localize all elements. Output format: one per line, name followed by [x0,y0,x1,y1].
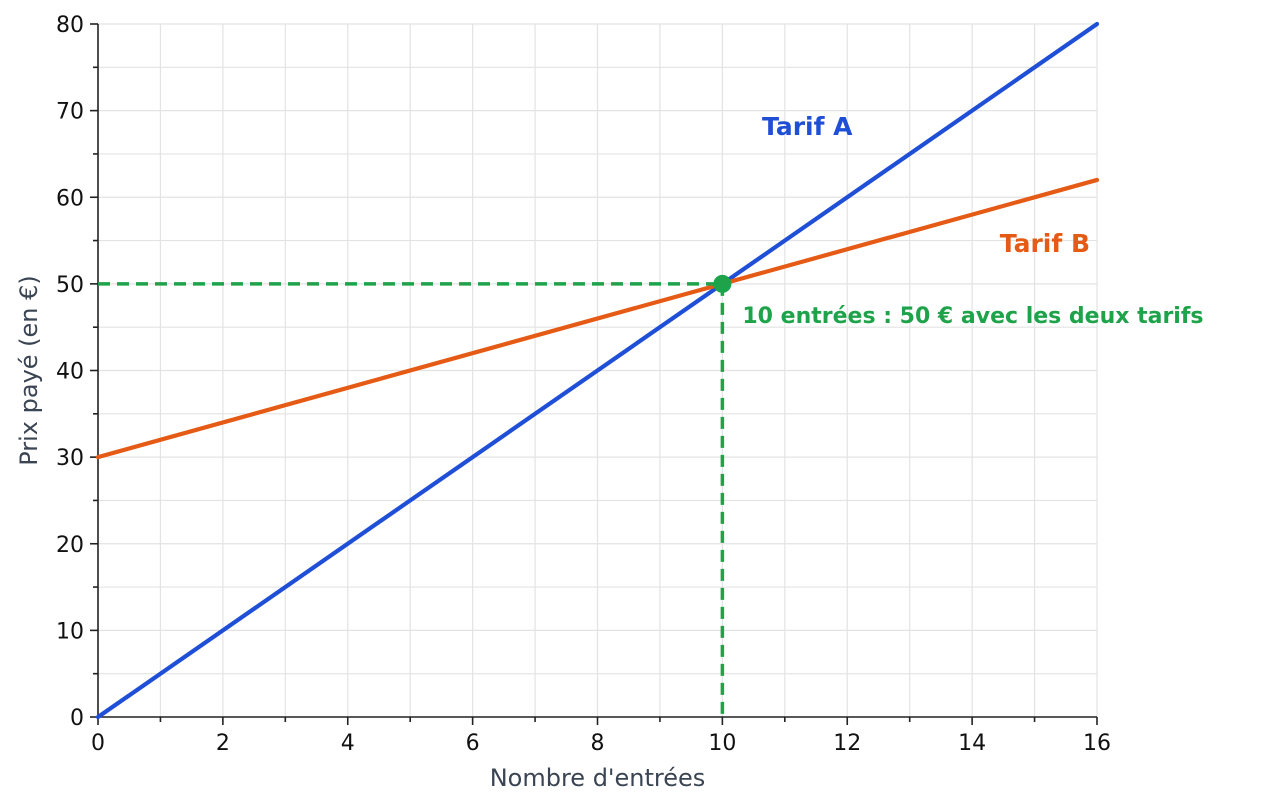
y-tick-label: 10 [56,619,84,644]
x-tick-label: 16 [1083,731,1111,756]
annotation-layer: 10 entrées : 50 € avec les deux tarifs [98,274,1204,717]
series-layer: Tarif A Tarif B [95,21,1100,720]
y-tick-label: 60 [56,186,84,211]
x-tick-label: 4 [341,731,355,756]
series-line-tarif-a [95,21,1100,720]
y-axis-title: Prix payé (en €) [15,275,43,466]
x-tick-label: 10 [708,731,736,756]
intersection-annotation: 10 entrées : 50 € avec les deux tarifs [742,304,1203,329]
series-line-tarif-b [95,177,1100,460]
y-tick-label: 30 [56,446,84,471]
x-tick-label: 0 [91,731,105,756]
x-tick-label: 2 [216,731,230,756]
x-axis-title: Nombre d'entrées [490,764,706,792]
y-tick-label: 50 [56,273,84,298]
intersection-point [713,274,732,293]
y-tick-label: 70 [56,100,84,125]
x-tick-label: 6 [466,731,480,756]
y-tick-label: 80 [56,13,84,38]
series-label-tarif-b: Tarif B [1000,229,1090,258]
y-tick-label: 0 [70,706,84,731]
x-tick-label: 12 [833,731,861,756]
x-tick-label: 8 [591,731,605,756]
axes: 0 2 4 6 8 10 12 14 16 0 10 20 30 40 50 60 70 80 [56,13,1111,756]
y-tick-label: 20 [56,533,84,558]
series-label-tarif-a: Tarif A [762,112,853,141]
y-tick-label: 40 [56,360,84,385]
x-tick-label: 14 [958,731,986,756]
